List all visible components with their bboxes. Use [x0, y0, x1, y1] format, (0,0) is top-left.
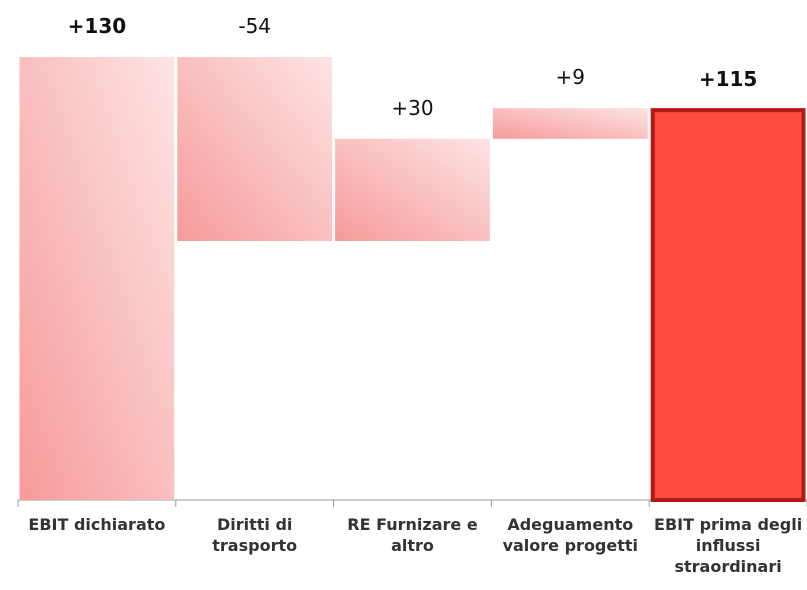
total-bar	[650, 108, 806, 502]
value-label: +115	[699, 67, 758, 91]
value-label: +9	[556, 65, 585, 89]
x-tick-label: Adeguamento valore progetti	[502, 515, 639, 555]
value-label: +130	[68, 14, 127, 38]
x-tick-label: RE Furnizare e altro	[347, 515, 478, 555]
bar	[335, 138, 490, 242]
bar	[177, 57, 333, 242]
value-label: +30	[391, 96, 433, 120]
x-tick-label: EBIT dichiarato	[28, 515, 166, 534]
x-tick-label: Diritti di trasporto	[212, 515, 298, 555]
value-label: -54	[238, 14, 271, 38]
bar	[492, 108, 648, 139]
bar	[19, 57, 175, 500]
x-tick-label: EBIT prima degli influssi straordinari	[654, 515, 803, 576]
